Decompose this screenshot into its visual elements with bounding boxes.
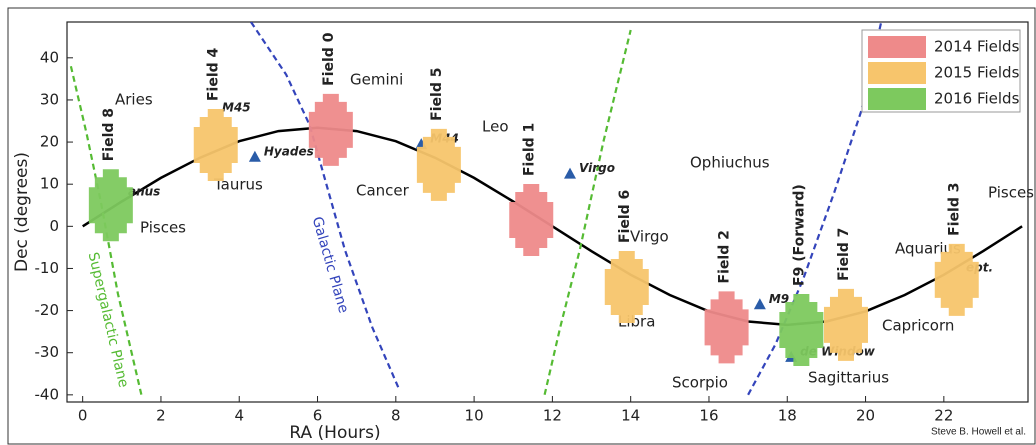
field-patch bbox=[605, 251, 649, 323]
field-label: Field 5 bbox=[429, 68, 445, 121]
object-label: Virgo bbox=[579, 161, 615, 175]
annotation: Leo bbox=[482, 118, 509, 136]
field-patch bbox=[417, 129, 461, 201]
x-tick-label: 22 bbox=[934, 407, 953, 425]
annotation: Gemini bbox=[350, 71, 403, 89]
chart: RA (Hours) Dec (degrees) Steve B. Howell… bbox=[0, 0, 1036, 445]
field-label: F9 (Forward) bbox=[791, 184, 807, 286]
legend-label: 2014 Fields bbox=[934, 38, 1020, 56]
legend-swatch bbox=[868, 36, 926, 58]
y-tick-label: -40 bbox=[35, 385, 60, 403]
annotation: Pisces bbox=[988, 184, 1034, 202]
x-tick-label: 16 bbox=[699, 407, 718, 425]
field-label: Field 8 bbox=[101, 108, 117, 161]
annotation: Ophiuchus bbox=[690, 154, 770, 172]
x-tick-label: 4 bbox=[234, 407, 244, 425]
x-axis-label: RA (Hours) bbox=[289, 423, 380, 443]
y-tick-label: -30 bbox=[35, 343, 60, 361]
y-tick-label: 40 bbox=[40, 48, 59, 66]
field-patch bbox=[935, 244, 979, 316]
annotation: Pisces bbox=[140, 219, 186, 237]
x-tick-label: 18 bbox=[778, 407, 797, 425]
field-label: Field 3 bbox=[947, 183, 963, 236]
annotation: M45 bbox=[222, 101, 251, 115]
field-patch bbox=[309, 94, 353, 166]
y-axis-label: Dec (degrees) bbox=[12, 152, 32, 272]
y-tick-label: 0 bbox=[49, 217, 59, 235]
field-label: Field 7 bbox=[836, 228, 852, 281]
annotation: Cancer bbox=[356, 182, 410, 200]
legend-label: 2015 Fields bbox=[934, 64, 1020, 82]
field-patch bbox=[705, 291, 749, 363]
field-patch bbox=[779, 294, 823, 366]
field-patch bbox=[824, 289, 868, 361]
field-label: Field 1 bbox=[521, 123, 537, 176]
field-label: Field 0 bbox=[321, 32, 337, 86]
object-label: Hyades bbox=[264, 144, 314, 158]
x-tick-label: 8 bbox=[391, 407, 401, 425]
annotation: Virgo bbox=[630, 228, 669, 246]
credit: Steve B. Howell et al. bbox=[931, 427, 1026, 438]
y-tick-label: -10 bbox=[35, 259, 60, 277]
annotation: anus bbox=[128, 185, 160, 199]
annotation: Aries bbox=[115, 91, 153, 109]
y-tick-label: 10 bbox=[40, 175, 59, 193]
legend-label: 2016 Fields bbox=[934, 90, 1020, 108]
x-tick-label: 6 bbox=[313, 407, 323, 425]
y-tick-label: 30 bbox=[40, 90, 59, 108]
field-patch bbox=[194, 109, 238, 181]
legend-swatch bbox=[868, 62, 926, 84]
field-label: Field 4 bbox=[206, 47, 222, 101]
x-tick-label: 0 bbox=[78, 407, 88, 425]
field-label: Field 6 bbox=[617, 190, 633, 243]
annotation: Scorpio bbox=[672, 374, 728, 392]
x-tick-label: 2 bbox=[156, 407, 166, 425]
annotation: Capricorn bbox=[882, 317, 954, 335]
x-tick-label: 14 bbox=[621, 407, 640, 425]
y-tick-label: -20 bbox=[35, 301, 60, 319]
y-tick-label: 20 bbox=[40, 133, 59, 151]
annotation: Sagittarius bbox=[808, 369, 889, 387]
x-tick-label: 12 bbox=[543, 407, 562, 425]
legend-swatch bbox=[868, 88, 926, 110]
x-tick-label: 20 bbox=[856, 407, 875, 425]
field-patch bbox=[89, 169, 133, 241]
x-tick-label: 10 bbox=[465, 407, 484, 425]
field-label: Field 2 bbox=[717, 230, 733, 283]
field-patch bbox=[509, 184, 553, 256]
